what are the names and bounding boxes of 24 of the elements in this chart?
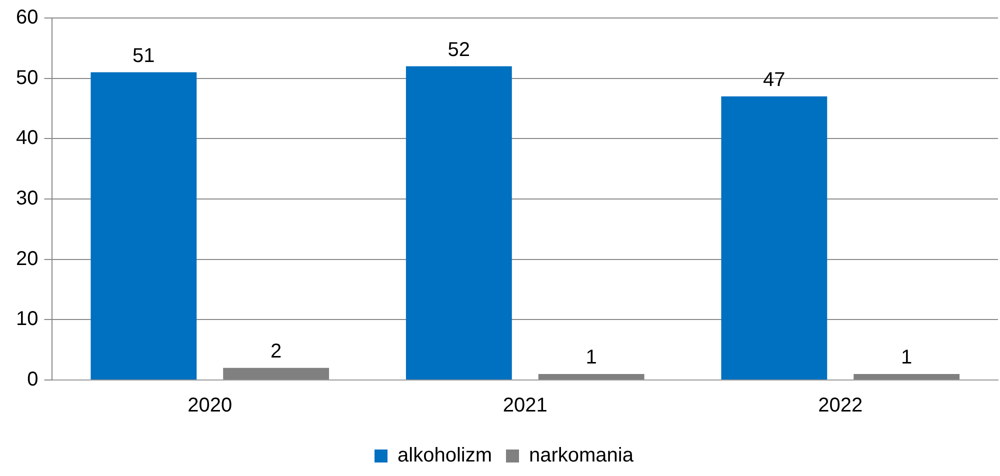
y-tick-label: 40	[16, 127, 38, 150]
y-tick-label: 20	[16, 248, 38, 270]
bar	[854, 374, 960, 380]
x-tick-label: 2021	[502, 394, 548, 417]
y-tick-label: 30	[16, 188, 38, 210]
bar	[538, 374, 644, 380]
bar	[223, 368, 330, 380]
x-tick-label: 2020	[188, 394, 232, 417]
data-label: 1	[901, 346, 912, 368]
bar	[406, 66, 512, 380]
y-tick-label: 10	[16, 308, 38, 330]
bar	[721, 96, 828, 380]
data-label: 1	[586, 346, 597, 368]
bar	[90, 72, 197, 380]
legend-label: alkoholizm	[398, 444, 492, 467]
x-tick-label: 2022	[818, 394, 863, 417]
y-tick-label: 50	[16, 66, 38, 89]
y-tick-label: 60	[16, 6, 38, 29]
data-label: 52	[448, 38, 470, 61]
legend-label: narkomania	[528, 444, 634, 467]
data-label: 51	[132, 44, 155, 67]
data-label: 47	[763, 68, 786, 91]
data-label: 2	[270, 340, 282, 362]
y-tick-label: 0	[27, 368, 38, 391]
